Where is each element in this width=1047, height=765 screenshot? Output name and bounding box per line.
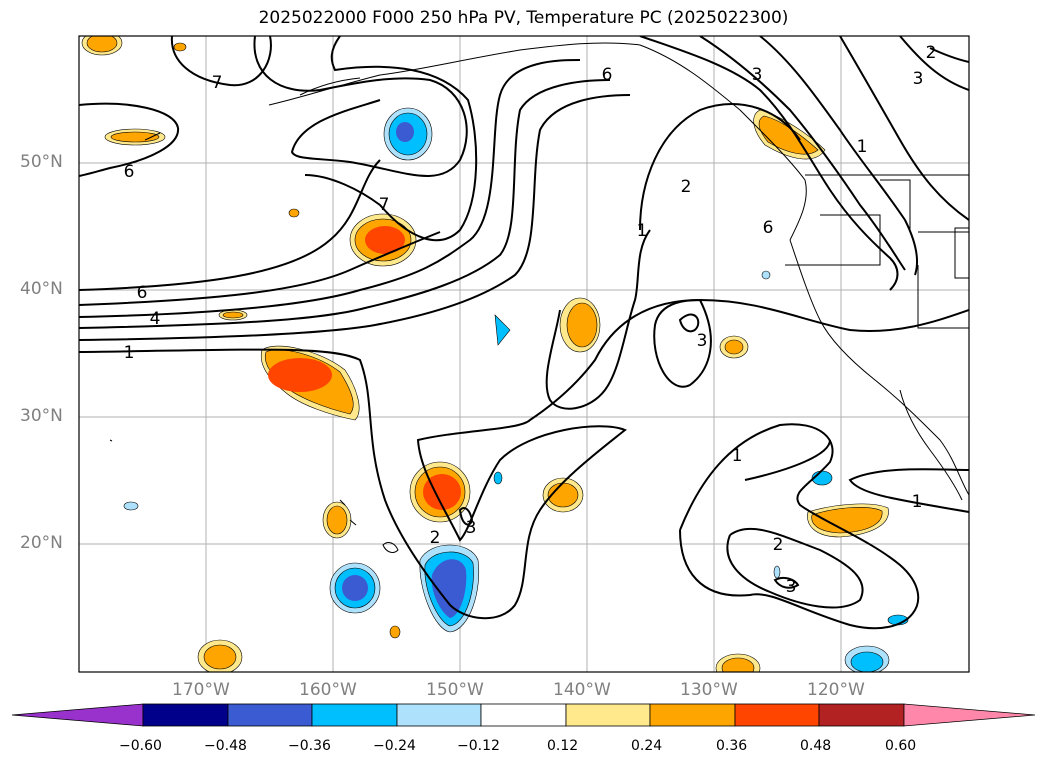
svg-text:2: 2 (430, 528, 441, 548)
svg-text:1: 1 (732, 446, 743, 466)
svg-text:4: 4 (150, 309, 161, 329)
lon-label: 140°W (553, 680, 611, 700)
svg-text:3: 3 (466, 518, 477, 538)
svg-text:7: 7 (212, 73, 223, 93)
svg-text:3: 3 (786, 577, 797, 597)
svg-text:1: 1 (857, 137, 868, 157)
lat-label: 40°N (20, 279, 63, 299)
svg-text:2: 2 (681, 177, 692, 197)
lon-label: 170°W (172, 680, 230, 700)
map-title: 2025022000 F000 250 hPa PV, Temperature … (258, 8, 789, 28)
svg-text:7: 7 (379, 195, 390, 215)
contour-labels: 7 6 6 4 1 7 6 2 1 3 6 1 3 1 2 3 3 2 1 2 … (124, 43, 937, 597)
colorbar-tick: −0.60 (119, 738, 162, 754)
svg-text:3: 3 (697, 331, 708, 351)
lon-label: 130°W (680, 680, 738, 700)
colorbar-tick: −0.24 (373, 738, 416, 754)
gridlines (79, 36, 969, 672)
svg-text:3: 3 (913, 69, 924, 89)
colorbar-tick: −0.48 (204, 738, 247, 754)
colorbar-tick: 0.60 (885, 738, 917, 754)
svg-text:6: 6 (602, 65, 613, 85)
borders (785, 174, 969, 329)
svg-text:3: 3 (752, 65, 763, 85)
lon-label: 160°W (299, 680, 357, 700)
svg-text:6: 6 (137, 283, 148, 303)
cold-anomalies (123, 107, 909, 672)
colorbar-tick: 0.12 (547, 738, 579, 754)
colorbar-tick: −0.36 (288, 738, 331, 754)
colorbar-tick: −0.12 (457, 738, 500, 754)
svg-text:1: 1 (124, 343, 135, 363)
colorbar-extend-high (903, 703, 1036, 727)
lat-label: 20°N (20, 533, 63, 553)
colorbar-extend-low (11, 703, 144, 727)
lon-label: 150°W (426, 680, 484, 700)
lat-label: 30°N (20, 406, 63, 426)
lon-label: 120°W (807, 680, 865, 700)
svg-text:2: 2 (773, 535, 784, 555)
svg-text:1: 1 (912, 492, 923, 512)
coastlines (109, 42, 969, 553)
map-frame (78, 35, 970, 673)
svg-text:6: 6 (763, 218, 774, 238)
pv-contours (79, 36, 969, 630)
svg-text:1: 1 (637, 221, 648, 241)
colorbar-tick: 0.48 (800, 738, 832, 754)
lat-label: 50°N (20, 152, 63, 172)
svg-text:2: 2 (926, 43, 937, 63)
colorbar-tick: 0.36 (716, 738, 748, 754)
svg-text:6: 6 (124, 162, 135, 182)
colorbar-tick: 0.24 (631, 738, 663, 754)
colorbar (11, 703, 1036, 727)
